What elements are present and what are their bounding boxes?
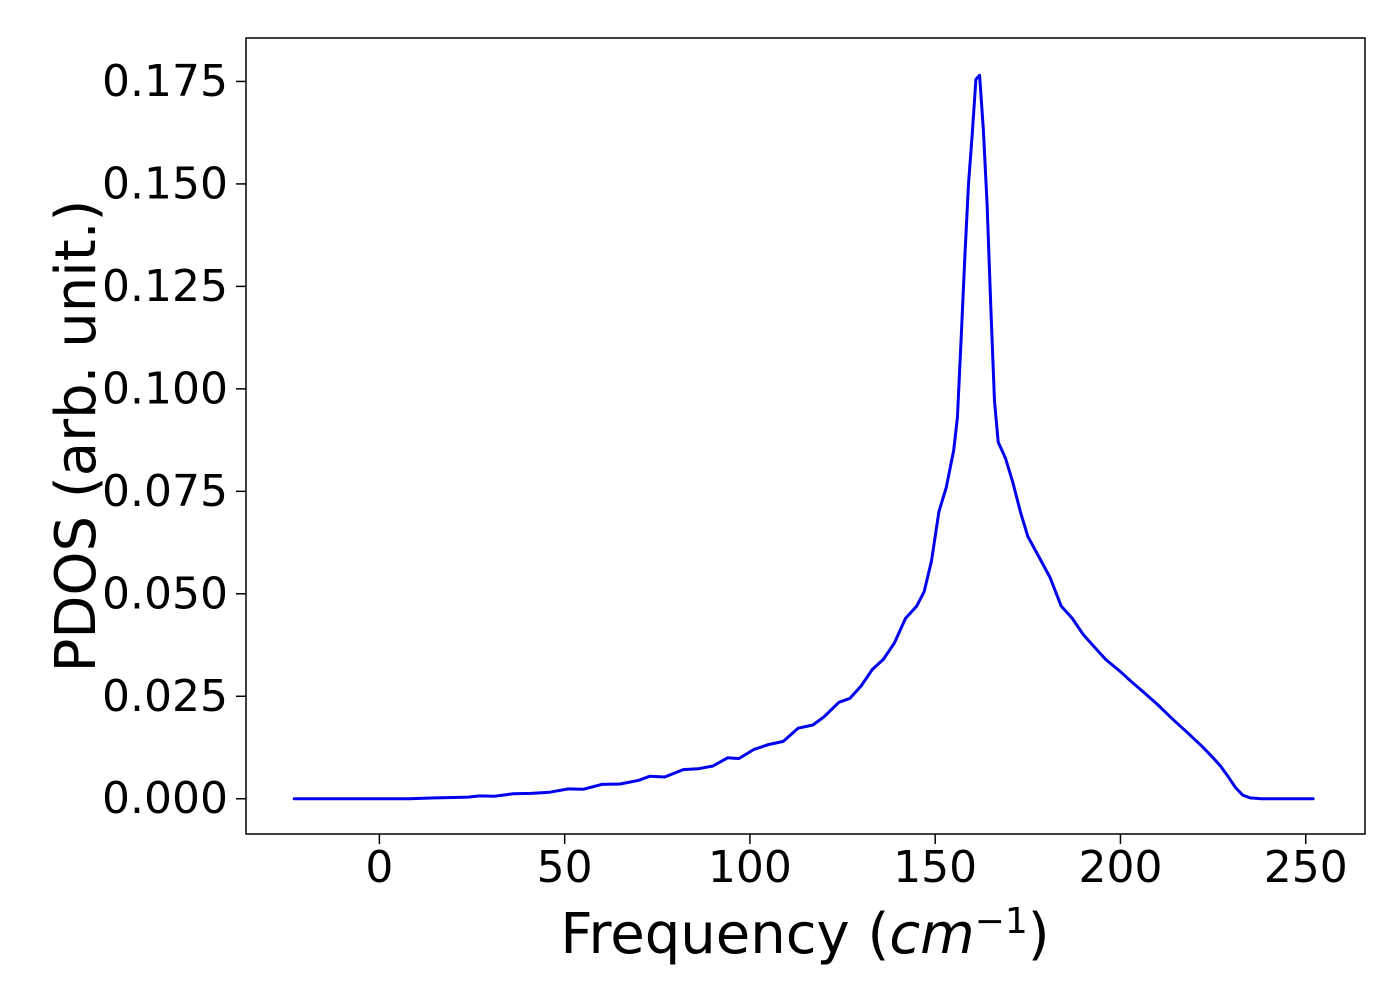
y-tick-label: 0.150 bbox=[102, 158, 228, 209]
y-tick-label: 0.075 bbox=[102, 466, 228, 517]
plot-area: 0 50 100 150 200 250 0.000 0.025 0.050 0.075 0.10… bbox=[102, 37, 1366, 893]
y-tick-label: 0.000 bbox=[102, 773, 228, 824]
x-tick-label: 50 bbox=[537, 842, 593, 893]
y-tick-label: 0.050 bbox=[102, 568, 228, 619]
y-tick-label: 0.125 bbox=[102, 261, 228, 312]
x-axis-label-unit: cm bbox=[889, 902, 974, 967]
x-tick-label: 100 bbox=[708, 842, 792, 893]
x-axis-label: Frequency (cm−1) bbox=[560, 901, 1049, 968]
y-tick-label: 0.100 bbox=[102, 363, 228, 414]
x-axis-label-prefix: Frequency ( bbox=[560, 902, 889, 967]
x-tick-label: 250 bbox=[1264, 842, 1348, 893]
y-tick-label: 0.025 bbox=[102, 671, 228, 722]
y-axis-ticks: 0.000 0.025 0.050 0.075 0.100 0.125 0.150 0.175 bbox=[102, 56, 246, 824]
x-tick-label: 200 bbox=[1078, 842, 1162, 893]
x-tick-label: 150 bbox=[893, 842, 977, 893]
x-tick-label: 0 bbox=[365, 842, 393, 893]
x-axis-ticks: 0 50 100 150 200 250 bbox=[365, 834, 1348, 893]
x-axis-label-exponent: −1 bbox=[975, 901, 1028, 942]
plot-frame bbox=[245, 37, 1366, 835]
x-axis-label-suffix: ) bbox=[1028, 902, 1050, 967]
y-axis-label: PDOS (arb. unit.) bbox=[44, 200, 109, 673]
pdos-series-line bbox=[292, 73, 1315, 801]
y-tick-label: 0.175 bbox=[102, 56, 228, 107]
